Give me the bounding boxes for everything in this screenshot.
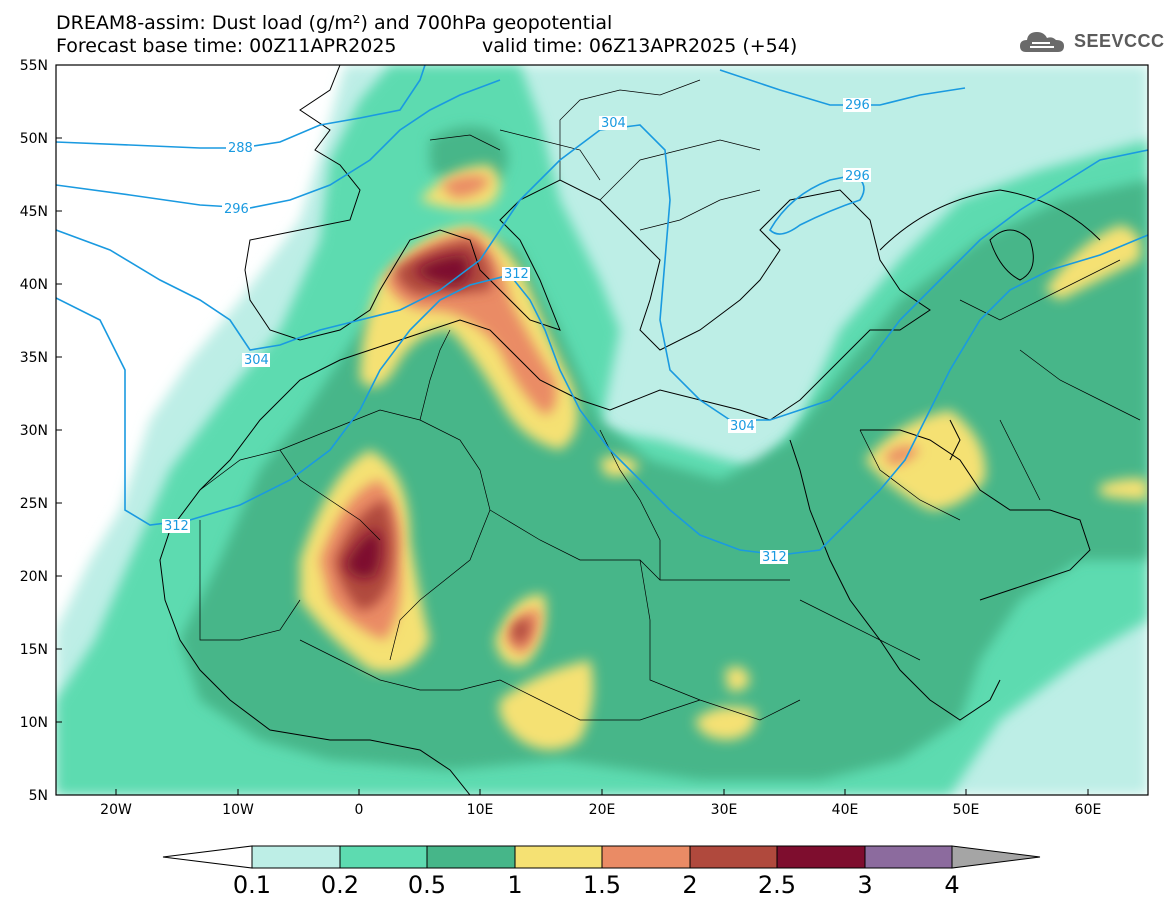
valid-time: valid time: 06Z13APR2025 (+54): [482, 35, 798, 57]
contour-label-288: 288: [228, 141, 253, 156]
colorbar: 0.1 0.2 0.5 1 1.5 2 2.5 3 4: [162, 845, 1041, 899]
colorbar-label-0.5: 0.5: [408, 871, 446, 899]
lat-label-45n: 45N: [20, 204, 48, 220]
contour-labels: 288 296 296 296 304 304 304 312 312 312: [162, 98, 871, 565]
contour-label-304-c: 304: [730, 419, 755, 434]
colorbar-label-1: 1: [507, 871, 522, 899]
contour-label-304-b: 304: [244, 353, 269, 368]
colorbar-bin-1: [251, 845, 341, 869]
colorbar-bin-5: [601, 845, 691, 869]
colorbar-bin-7: [776, 845, 866, 869]
geopotential-contours: [56, 65, 1148, 556]
colorbar-label-2.5: 2.5: [758, 871, 796, 899]
colorbar-bin-2: [339, 845, 428, 869]
lat-label-55n: 55N: [20, 58, 48, 74]
contour-label-296-a: 296: [224, 202, 249, 217]
lon-label-60e: 60E: [1075, 802, 1102, 818]
forecast-base-time: Forecast base time: 00Z11APR2025: [56, 35, 397, 57]
lon-label-10e: 10E: [467, 802, 494, 818]
cloud-logo-icon: [1020, 32, 1064, 52]
lat-label-10n: 10N: [20, 715, 48, 731]
contour-label-304-a: 304: [601, 116, 626, 131]
lon-label-40e: 40E: [832, 802, 859, 818]
map-plot-area: 288 296 296 296 304 304 304 312 312 312: [56, 65, 1148, 795]
lat-label-20n: 20N: [20, 569, 48, 585]
colorbar-bin-8: [864, 845, 953, 869]
lat-label-40n: 40N: [20, 277, 48, 293]
colorbar-high-arrow: [951, 845, 1041, 869]
contour-label-312-b: 312: [164, 519, 189, 534]
colorbar-label-1.5: 1.5: [583, 871, 621, 899]
latitude-axis: 55N 50N 45N 40N 35N 30N 25N 20N 15N 10N …: [20, 58, 62, 804]
contour-label-296-b: 296: [845, 98, 870, 113]
lon-label-30e: 30E: [711, 802, 738, 818]
colorbar-bin-4: [514, 845, 603, 869]
colorbar-label-2: 2: [682, 871, 697, 899]
lon-label-0: 0: [355, 802, 364, 818]
lat-label-25n: 25N: [20, 496, 48, 512]
lon-label-10w: 10W: [222, 802, 254, 818]
lat-label-50n: 50N: [20, 131, 48, 147]
longitude-axis: 20W 10W 0 10E 20E 30E 40E 50E 60E: [100, 789, 1101, 818]
lat-label-30n: 30N: [20, 423, 48, 439]
map-title: DREAM8-assim: Dust load (g/m²) and 700hP…: [56, 12, 613, 34]
lat-label-15n: 15N: [20, 642, 48, 658]
contour-label-312-a: 312: [504, 267, 529, 282]
country-borders: [199, 79, 1141, 721]
lat-label-35n: 35N: [20, 350, 48, 366]
colorbar-label-4: 4: [944, 871, 959, 899]
logo-text: SEEVCCC: [1074, 31, 1165, 51]
lat-label-5n: 5N: [29, 788, 48, 804]
colorbar-label-0.1: 0.1: [233, 871, 271, 899]
contour-label-312-c: 312: [762, 550, 787, 565]
colorbar-label-3: 3: [857, 871, 872, 899]
lon-label-20e: 20E: [589, 802, 616, 818]
colorbar-label-0.2: 0.2: [321, 871, 359, 899]
lon-label-50e: 50E: [953, 802, 980, 818]
contour-label-296-c: 296: [845, 169, 870, 184]
colorbar-low-arrow: [162, 845, 253, 869]
colorbar-bin-3: [426, 845, 516, 869]
colorbar-bin-6: [689, 845, 778, 869]
lon-label-20w: 20W: [100, 802, 132, 818]
